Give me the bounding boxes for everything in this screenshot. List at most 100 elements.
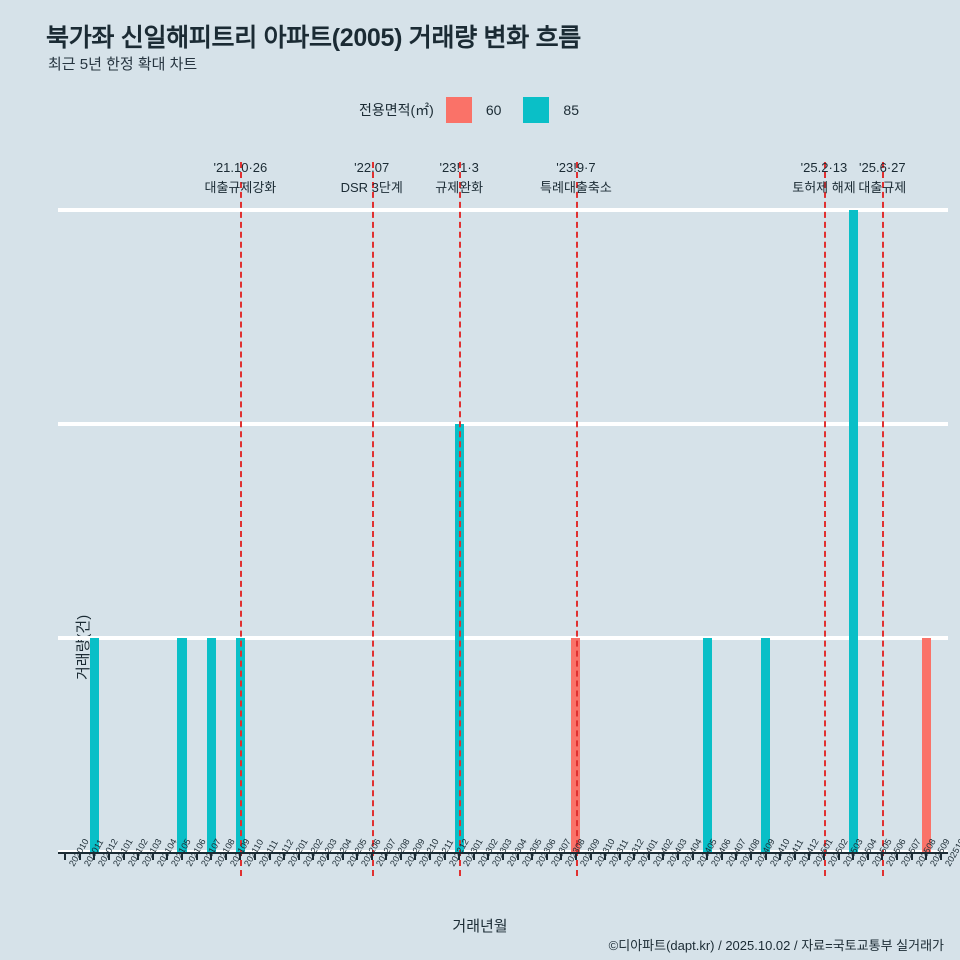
x-tick-202012	[93, 852, 96, 860]
bar-202406-85[interactable]	[702, 638, 712, 852]
bar-202410-85[interactable]	[761, 638, 771, 852]
event-label-202502: 토허제 해제	[792, 180, 856, 196]
x-tick-202510	[939, 852, 942, 860]
x-tick-202504	[852, 852, 855, 860]
x-tick-202412	[793, 852, 796, 860]
x-tick-202204	[326, 852, 329, 860]
x-tick-202509	[925, 852, 928, 860]
x-tick-202207	[370, 852, 373, 860]
x-tick-202202	[297, 852, 300, 860]
x-tick-202505	[866, 852, 869, 860]
event-date-202110: '21.10·26	[213, 160, 268, 175]
x-tick-202502	[822, 852, 825, 860]
event-annotation-202506: '25.6·27 대출규제	[822, 158, 942, 198]
x-tick-202102	[122, 852, 125, 860]
chart-legend: 전용면적(㎡) 60 85	[0, 97, 960, 123]
gridline-2	[58, 422, 948, 426]
x-tick-202302	[472, 852, 475, 860]
x-tick-202507	[895, 852, 898, 860]
x-tick-202304	[502, 852, 504, 860]
gridline-3	[58, 208, 948, 212]
x-tick-202307	[545, 852, 548, 860]
bar-202106-85[interactable]	[177, 638, 187, 852]
x-tick-202310	[589, 852, 592, 860]
x-tick-202103	[137, 852, 140, 860]
event-label-202110: 대출규제강화	[204, 180, 277, 196]
x-tick-202101	[108, 852, 111, 860]
legend-swatch-85	[523, 97, 550, 123]
x-tick-202311	[604, 852, 607, 860]
event-line-202506	[882, 162, 885, 876]
x-tick-202506	[881, 852, 884, 860]
x-tick-202201	[283, 852, 286, 860]
bar-202509-60[interactable]	[921, 638, 931, 852]
bar-202309-60[interactable]	[571, 638, 581, 852]
bar-202012-85[interactable]	[89, 638, 99, 852]
event-annotation-202207: '22.07 DSR 3단계	[312, 158, 432, 198]
x-tick-202205	[341, 852, 344, 860]
event-date-202502: '25.2·13	[800, 160, 848, 175]
bar-202504-85[interactable]	[848, 210, 858, 852]
x-tick-202109	[224, 852, 227, 860]
legend-label-85: 85	[563, 102, 579, 118]
x-tick-202309	[574, 852, 577, 860]
x-tick-202209	[399, 852, 402, 860]
x-tick-202210	[414, 852, 417, 860]
gridline-1	[58, 636, 948, 640]
x-tick-202305	[516, 852, 519, 860]
x-tick-202409	[750, 852, 753, 860]
event-date-202207: '22.07	[354, 160, 390, 175]
event-label-202301: 규제완화	[435, 180, 484, 196]
x-tick-202405	[691, 852, 694, 860]
page-title: 북가좌 신일해피트리 아파트(2005) 거래량 변화 흐름	[46, 24, 581, 52]
x-tick-202406	[706, 852, 709, 860]
x-tick-202402	[647, 852, 650, 860]
x-tick-202104	[151, 852, 154, 860]
x-tick-202404	[677, 852, 680, 860]
x-tick-202410	[764, 852, 767, 860]
x-tick-202203	[312, 852, 315, 860]
event-line-202207	[371, 162, 374, 876]
event-annotation-202309: '23!9·7 특례대출축소	[516, 158, 636, 198]
legend-item-60[interactable]: 60	[445, 97, 502, 123]
x-tick-202112	[268, 852, 271, 860]
x-tick-202107	[195, 852, 198, 860]
footer-credit: ©디아파트(dapt.kr) / 2025.10.02 / 자료=국토교통부 실…	[608, 938, 944, 953]
x-tick-202403	[662, 852, 665, 860]
x-tick-202503	[837, 852, 840, 860]
x-tick-202303	[487, 852, 490, 860]
x-tick-202211	[429, 852, 432, 860]
x-tick-202106	[181, 852, 184, 860]
event-label-202207: DSR 3단계	[340, 180, 403, 196]
x-tick-202206	[356, 852, 359, 860]
event-annotation-202110: '21.10·26 대출규제강화	[180, 158, 300, 198]
legend-item-85[interactable]: 85	[523, 97, 579, 123]
x-tick-202108	[210, 852, 213, 860]
event-date-202301: '23!1·3	[439, 160, 479, 175]
page-subtitle: 최근 5년 한정 확대 차트	[48, 56, 198, 73]
event-label-202506: 대출규제	[858, 180, 907, 196]
x-tick-202212	[443, 852, 446, 860]
x-axis-label: 거래년월	[452, 918, 508, 935]
x-axis: 2020102020112020122021012021022021032021…	[58, 837, 960, 922]
event-date-202309: '23!9·7	[556, 160, 596, 175]
x-tick-202407	[720, 852, 723, 860]
legend-title: 전용면적(㎡)	[358, 102, 434, 118]
x-tick-202306	[531, 852, 534, 860]
x-tick-202308	[560, 852, 563, 860]
x-tick-202501	[808, 852, 811, 860]
event-annotation-202502: '25.2·13 토허제 해제	[764, 158, 884, 198]
x-tick-202508	[910, 852, 913, 860]
bar-202301-85[interactable]	[454, 424, 464, 852]
legend-label-60: 60	[485, 102, 502, 118]
x-tick-202312	[618, 852, 621, 860]
x-tick-202011	[78, 852, 81, 860]
bar-202110-85[interactable]	[235, 638, 245, 852]
x-tick-202411	[779, 852, 782, 860]
event-label-202309: 특례대출축소	[540, 180, 612, 196]
event-annotation-202301: '23!1·3 규제완화	[399, 158, 519, 198]
bar-202108-85[interactable]	[206, 638, 216, 852]
x-tick-202105	[166, 852, 169, 860]
x-tick-202401	[633, 852, 636, 860]
